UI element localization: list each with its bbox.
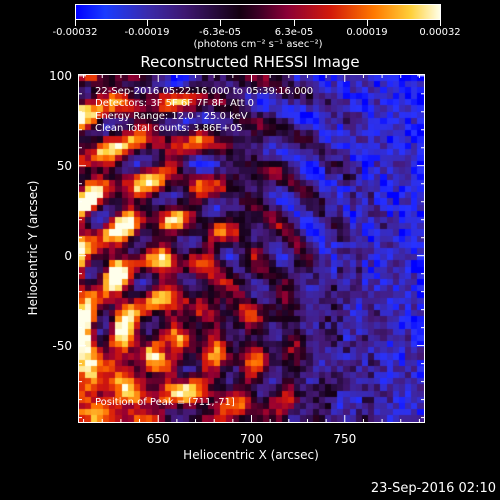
colorbar-tick-label: 0.00019	[346, 27, 388, 38]
colorbar-tick-label: 0.00032	[419, 27, 461, 38]
x-tick-label: 650	[146, 432, 170, 446]
y-tick-label: -50	[52, 338, 72, 353]
y-tick-label: 50	[56, 158, 72, 173]
colorbar-tick-label: -0.00032	[52, 27, 98, 38]
info-peak-position: Position of Peak = [711,-71]	[95, 397, 235, 408]
info-clean-counts: Clean Total counts: 3.86E+05	[95, 123, 243, 134]
timestamp: 23-Sep-2016 02:10	[370, 481, 496, 496]
colorbar-tick	[294, 20, 295, 26]
colorbar-tick-label: -0.00019	[124, 27, 170, 38]
image-plot-area	[78, 74, 425, 423]
colorbar-tick	[220, 20, 221, 26]
x-tick-label: 750	[333, 432, 357, 446]
colorbar-tick	[75, 20, 76, 26]
x-tick-label: 700	[240, 432, 263, 446]
colorbar	[75, 4, 441, 20]
rhessi-image-heatmap	[79, 75, 424, 422]
y-tick-label: 100	[49, 68, 72, 83]
colorbar-tick-label: 6.3e-05	[274, 27, 314, 38]
y-axis-label: Heliocentric Y (arcsec)	[26, 180, 40, 316]
colorbar-tick-label: -6.3e-05	[199, 27, 241, 38]
info-time-range: 22-Sep-2016 05:22:16.000 to 05:39:16.000	[95, 86, 314, 97]
info-energy-range: Energy Range: 12.0 - 25.0 keV	[95, 111, 248, 122]
colorbar-tick	[440, 20, 441, 26]
x-axis-label: Heliocentric X (arcsec)	[183, 448, 319, 462]
colorbar-tick	[367, 20, 368, 26]
y-tick-label: 0	[64, 248, 72, 263]
colorbar-units: (photons cm⁻² s⁻¹ asec⁻²)	[193, 39, 323, 50]
chart-title: Reconstructed RHESSI Image	[140, 53, 360, 71]
info-detectors: Detectors: 3F 5F 6F 7F 8F, Att 0	[95, 98, 255, 109]
colorbar-tick	[147, 20, 148, 26]
